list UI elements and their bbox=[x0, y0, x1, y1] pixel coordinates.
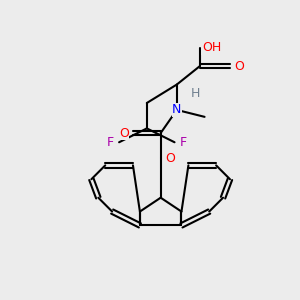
Text: H: H bbox=[190, 87, 200, 100]
Text: F: F bbox=[180, 136, 187, 149]
Text: O: O bbox=[165, 152, 175, 165]
Text: OH: OH bbox=[202, 41, 221, 54]
Text: F: F bbox=[106, 136, 113, 149]
Text: O: O bbox=[234, 59, 244, 73]
Text: O: O bbox=[119, 127, 129, 140]
Text: N: N bbox=[172, 103, 182, 116]
